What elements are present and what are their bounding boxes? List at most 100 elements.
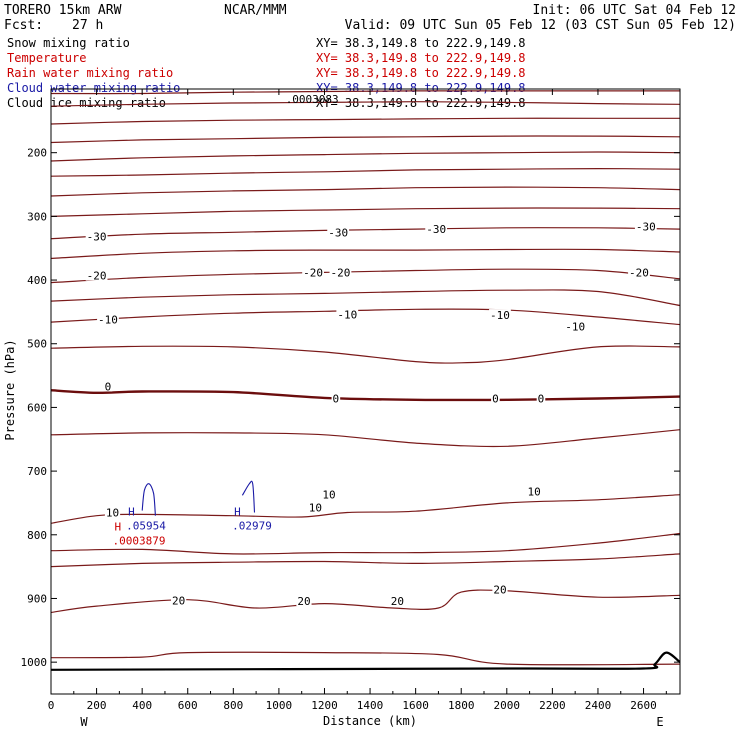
isotherm-label: 0: [333, 393, 340, 406]
isotherm-label-bg: [104, 506, 121, 518]
maximum-symbol: H: [128, 506, 135, 519]
legend-field-name: Temperature: [7, 51, 86, 65]
maximum-value: .02979: [232, 520, 272, 533]
x-tick-label: 1600: [402, 699, 429, 712]
x-tick-label: 1400: [357, 699, 384, 712]
isotherm-label-bg: [491, 392, 500, 404]
isotherm-label-bg: [634, 220, 657, 232]
zero-isotherm-line: [51, 389, 680, 402]
x-tick-label: 800: [223, 699, 243, 712]
x-tick-label: 400: [132, 699, 152, 712]
cloud-water-contour: [241, 480, 256, 513]
isotherm-label: 10: [309, 501, 322, 514]
isotherm-label: -20: [303, 266, 323, 279]
legend-field-name: Rain water mixing ratio: [7, 66, 173, 80]
isotherm-label: -10: [98, 314, 118, 327]
isotherm-line: [51, 589, 680, 614]
isotherm-label-bg: [171, 594, 187, 606]
isotherm-line: [51, 289, 680, 307]
isotherm-label: 10: [106, 507, 119, 520]
isotherm-line: [51, 186, 680, 197]
isotherm-label: 0: [105, 380, 112, 393]
y-tick-label: 400: [27, 274, 47, 287]
maximum-value: .05954: [126, 520, 166, 533]
plot-frame: [50, 88, 681, 695]
isotherm-label: -10: [565, 321, 585, 334]
isotherm-line: [51, 268, 680, 284]
y-tick-label: 500: [27, 338, 47, 351]
isotherm-line: [51, 532, 680, 555]
isotherm-label: 20: [493, 584, 506, 597]
isotherm-label: 10: [322, 489, 335, 502]
isotherm-label-bg: [85, 269, 108, 281]
isotherm-label-bg: [331, 392, 341, 404]
x-tick-label: 600: [178, 699, 198, 712]
isotherm-label-bg: [526, 485, 542, 497]
ground-line: [51, 651, 680, 671]
legend-field-name: Snow mixing ratio: [7, 36, 130, 50]
y-tick-label: 900: [27, 592, 47, 605]
isotherm-label-bg: [321, 488, 337, 500]
x-tick-label: 0: [48, 699, 55, 712]
isotherm-label: -10: [490, 309, 510, 322]
maximum-value: .0003879: [112, 534, 165, 547]
isotherm-label: -10: [337, 308, 357, 321]
field-legend: Snow mixing ratio XY= 38.3,149.8 to 222.9…: [7, 36, 526, 110]
isotherm-line: [51, 308, 680, 326]
isotherm-line: [51, 248, 680, 259]
isotherm-label-bg: [425, 223, 448, 235]
isotherm-line: [51, 101, 680, 107]
isotherm-label: -20: [87, 270, 107, 283]
isotherm-label: -20: [330, 266, 350, 279]
x-tick-label: 2600: [630, 699, 657, 712]
isotherm-label-bg: [97, 313, 119, 325]
legend-field-xy: XY= 38.3,149.8 to 222.9,149.8: [316, 51, 526, 65]
x-tick-label: 1800: [448, 699, 475, 712]
isotherm-line: [51, 207, 680, 217]
model-name: TORERO 15km ARW: [4, 3, 122, 18]
x-tick-label: 2000: [494, 699, 521, 712]
x-tick-label: 1000: [266, 699, 293, 712]
isotherm-line: [51, 429, 680, 448]
valid-time: Valid: 09 UTC Sun 05 Feb 12 (03 CST Sun …: [345, 18, 736, 33]
forecast-hour: 27 h: [72, 18, 103, 33]
legend-field-xy: XY= 38.3,149.8 to 222.9,149.8: [316, 81, 526, 95]
isotherm-label-bg: [536, 392, 546, 404]
isotherm-label-bg: [103, 380, 113, 392]
isotherm-label-bg: [389, 595, 406, 607]
y-tick-label: 300: [27, 210, 47, 223]
forecast-label: Fcst:: [4, 18, 43, 33]
legend-field-xy: XY= 38.3,149.8 to 222.9,149.8: [316, 96, 526, 110]
isotherm-label: 10: [528, 485, 541, 498]
isotherm-label-bg: [628, 266, 650, 278]
isotherm-label: 20: [297, 595, 310, 608]
isotherm-label-bg: [85, 230, 108, 242]
isotherm-line: [51, 167, 680, 177]
figure-header: TORERO 15km ARW Fcst: 27 h NCAR/MMM Init…: [4, 3, 736, 33]
isotherm-line: [51, 117, 680, 125]
endpoint-west: W: [80, 715, 88, 729]
legend-field-xy: XY= 38.3,149.8 to 222.9,149.8: [316, 36, 526, 50]
x-tick-label: 200: [87, 699, 107, 712]
isotherm-label-bg: [489, 309, 511, 321]
isotherm-label-bg: [307, 501, 323, 513]
maximum-symbol: H: [234, 506, 241, 519]
isotherm-line: [51, 135, 680, 144]
isotherm-label-bg: [564, 320, 587, 332]
isotherm-label-bg: [329, 266, 352, 278]
y-tick-label: 700: [27, 465, 47, 478]
maximum-value: .0003083: [286, 93, 339, 106]
contour-layer: [51, 90, 680, 671]
y-tick-label: 800: [27, 529, 47, 542]
isotherm-label-bg: [327, 226, 350, 238]
isotherm-label: -30: [636, 221, 656, 234]
isotherm-label-bg: [296, 595, 312, 607]
center-name: NCAR/MMM: [224, 3, 287, 18]
cloud-water-contour: [141, 483, 156, 516]
x-tick-label: 2400: [585, 699, 612, 712]
isotherm-label-bg: [492, 583, 508, 595]
isotherm-line: [51, 151, 680, 162]
isotherm-line: [51, 227, 680, 240]
isotherm-label: 0: [492, 393, 499, 406]
isotherm-label: 0: [538, 393, 545, 406]
